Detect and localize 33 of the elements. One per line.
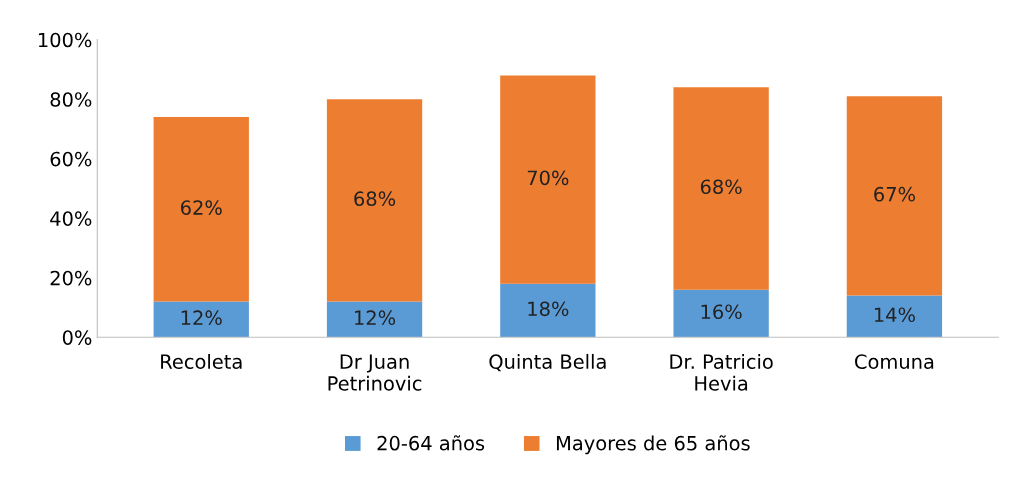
bar: [846, 96, 943, 296]
y-tick-label: 0%: [62, 330, 92, 345]
bar: [846, 295, 943, 338]
y-tick-label: 40%: [50, 211, 92, 226]
y-tick-label: 20%: [50, 270, 92, 286]
data-label: 16%: [701, 304, 742, 320]
data-label: 12%: [181, 310, 222, 326]
x-tick-label: Comuna: [855, 354, 934, 369]
bar: [673, 87, 769, 290]
data-label: 62%: [181, 200, 222, 215]
x-tick-label: Recoleta: [161, 353, 242, 369]
bar: [153, 301, 249, 338]
bar: [326, 301, 423, 338]
x-tick-label: Dr. Patricio Hevia: [670, 353, 773, 391]
data-label: 70%: [527, 170, 569, 186]
bar: [326, 99, 423, 302]
legend-label: 20-64 años: [377, 435, 485, 451]
data-label: 67%: [874, 186, 915, 202]
data-label: 68%: [354, 191, 396, 207]
data-label: 68%: [700, 179, 742, 195]
y-tick-label: 80%: [50, 92, 92, 107]
x-tick-label: Dr Juan Petrinovic: [328, 354, 422, 391]
data-label: 18%: [528, 301, 569, 317]
y-tick-label: 100%: [38, 32, 92, 48]
bar: [500, 283, 596, 338]
data-label: 14%: [874, 307, 915, 323]
data-label: 12%: [355, 310, 396, 326]
y-tick-label: 60%: [50, 151, 92, 167]
bar: [500, 75, 596, 284]
bar: [153, 117, 249, 302]
legend-label: Mayores de 65 años: [556, 435, 750, 455]
x-tick-label: Quinta Bella: [489, 353, 606, 372]
bar: [673, 289, 769, 338]
